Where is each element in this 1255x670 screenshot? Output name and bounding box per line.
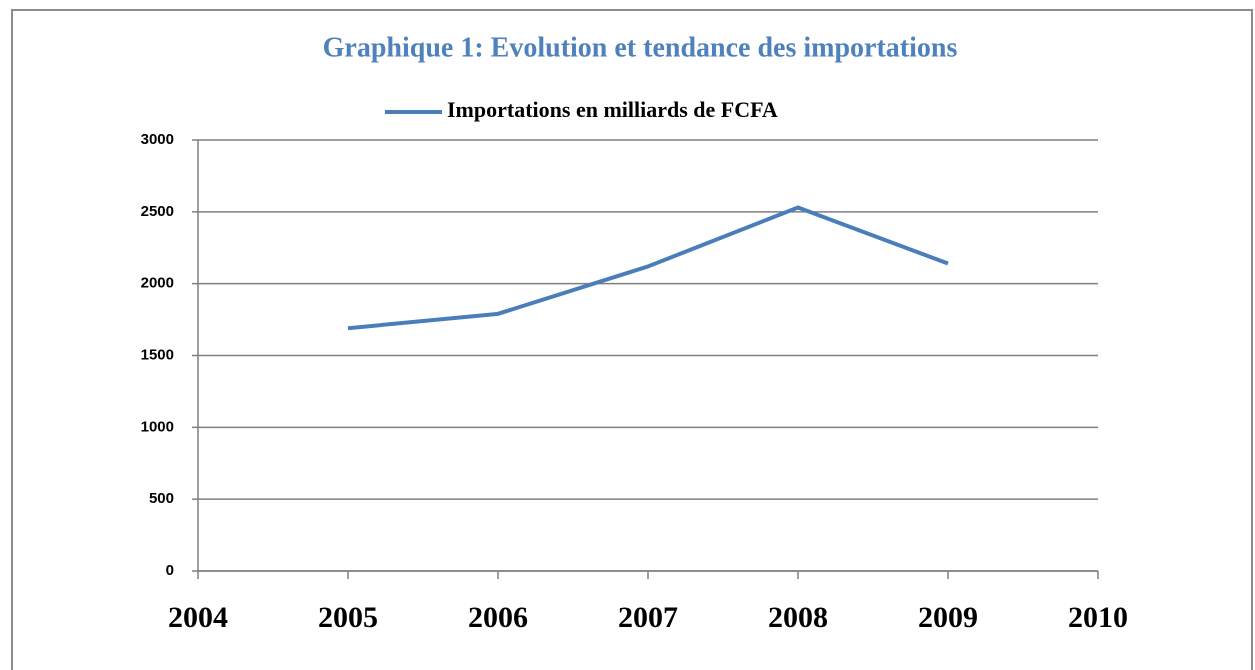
x-tick-label: 2006 bbox=[468, 601, 528, 634]
x-tick-label: 2007 bbox=[618, 601, 678, 634]
x-tick-label: 2009 bbox=[918, 601, 978, 634]
data-line bbox=[347, 205, 949, 331]
y-tick-label: 1000 bbox=[141, 418, 174, 435]
x-tick-label: 2004 bbox=[168, 601, 228, 634]
chart-frame bbox=[11, 9, 1253, 670]
y-tick-label: 3000 bbox=[141, 131, 174, 148]
chart-title: Graphique 1: Evolution et tendance des i… bbox=[323, 32, 958, 63]
y-tick-label: 2500 bbox=[141, 203, 174, 220]
x-tick-label: 2008 bbox=[768, 601, 828, 634]
y-tick-label: 2000 bbox=[141, 275, 174, 292]
legend-label: Importations en milliards de FCFA bbox=[447, 97, 778, 122]
y-tick-label: 1500 bbox=[141, 346, 174, 363]
x-tick-label: 2010 bbox=[1068, 601, 1128, 634]
y-tick-label: 500 bbox=[149, 490, 174, 507]
x-tick-label: 2005 bbox=[318, 601, 378, 634]
y-tick-label: 0 bbox=[166, 562, 174, 579]
